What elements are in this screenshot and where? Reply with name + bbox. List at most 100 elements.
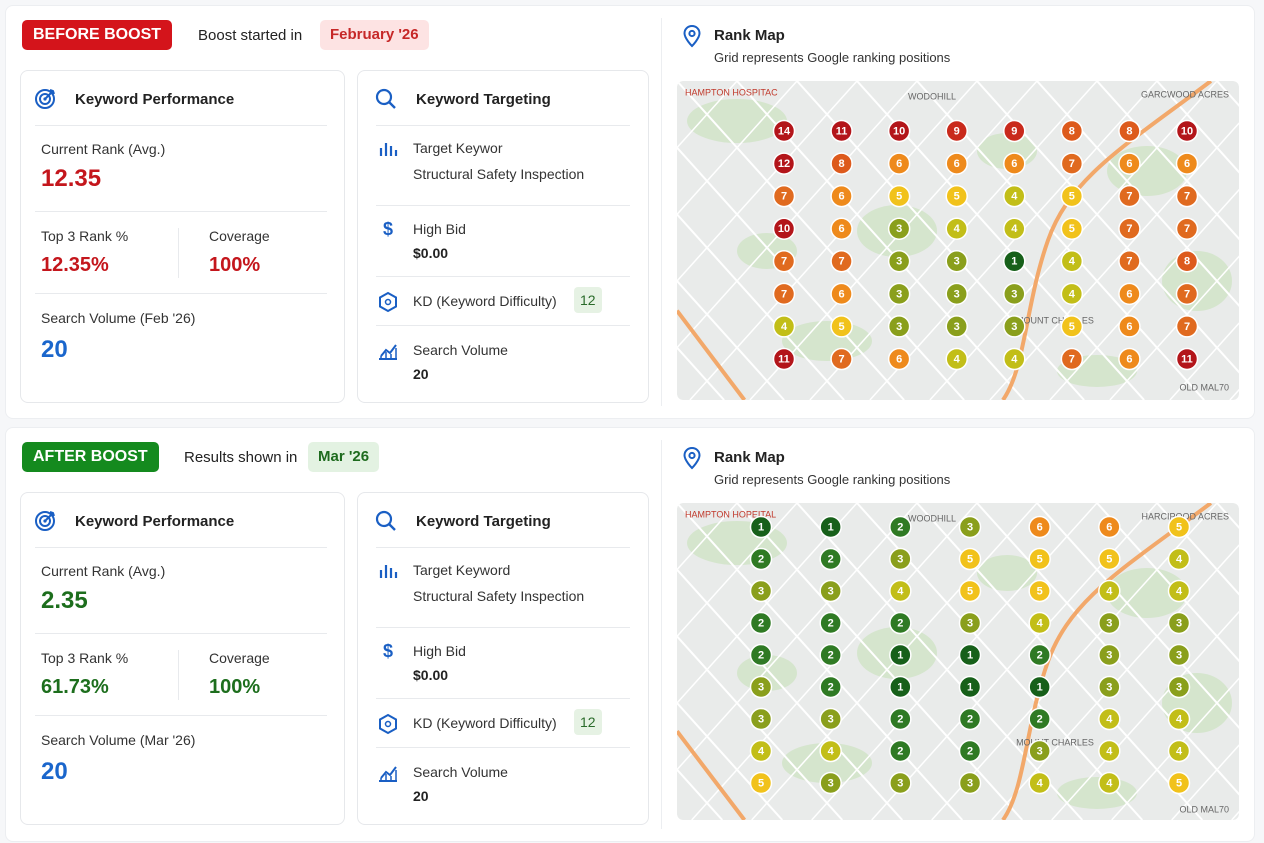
- rank-label: 3: [896, 288, 902, 300]
- rank-dot: [1028, 611, 1051, 635]
- rank-dot: [887, 184, 911, 208]
- rank-dot: [772, 250, 796, 273]
- map-label: WODOHILL: [908, 91, 956, 101]
- period-label: Results shown in: [184, 449, 298, 466]
- high-bid-label: High Bid: [413, 643, 466, 659]
- street: [796, 503, 1084, 820]
- rank-dot: [1098, 739, 1121, 763]
- rank-label: 4: [954, 223, 961, 235]
- rank-dot: [749, 579, 773, 603]
- rank-dot: [1028, 643, 1051, 667]
- rank-label: 7: [1184, 223, 1190, 235]
- rank-dot: [958, 707, 982, 731]
- rank-dot: [958, 579, 982, 603]
- rank-label: 12: [778, 158, 790, 170]
- rank-label: 3: [1106, 681, 1112, 693]
- rank-label: 8: [839, 158, 845, 170]
- keyword-performance-card: Keyword Performance Current Rank (Avg.) 2.…: [20, 492, 345, 825]
- period-chip: Mar '26: [308, 442, 380, 472]
- rank-label: 5: [1037, 553, 1043, 565]
- map-title: Rank Map: [714, 449, 785, 466]
- rank-dot: [958, 515, 982, 539]
- rank-label: 14: [778, 125, 791, 137]
- rank-label: 4: [1011, 191, 1018, 203]
- street: [1049, 188, 1239, 400]
- rank-label: 7: [1126, 223, 1132, 235]
- rank-label: 3: [954, 321, 960, 333]
- street: [677, 279, 785, 400]
- rank-label: 1: [828, 521, 834, 533]
- rank-label: 7: [781, 191, 787, 203]
- rank-label: 2: [967, 745, 973, 757]
- street: [929, 81, 1218, 400]
- rank-label: 4: [1106, 585, 1113, 597]
- period-label: Boost started in: [198, 27, 303, 44]
- street: [677, 503, 964, 820]
- target-keyword-label: Target Keywor: [413, 140, 503, 156]
- rank-dot: [1060, 119, 1084, 143]
- target-icon: [35, 89, 55, 109]
- rank-label: 2: [828, 553, 834, 565]
- rank-dot: [772, 282, 796, 306]
- divider: [376, 698, 630, 699]
- kd-icon: [379, 291, 397, 313]
- rank-dot: [1098, 579, 1121, 603]
- volume-value: 20: [41, 758, 68, 785]
- rank-dot: [889, 675, 912, 699]
- kd-value: 12: [574, 709, 602, 735]
- rank-dot: [1003, 217, 1026, 240]
- rank-label: 2: [1037, 649, 1043, 661]
- rank-label: 6: [1126, 288, 1132, 300]
- svg-text:$: $: [383, 219, 393, 239]
- rank-dot: [1060, 184, 1084, 208]
- rank-dot: [830, 347, 853, 371]
- park: [977, 555, 1037, 591]
- rank-label: 1: [758, 521, 764, 533]
- rank-label: 4: [897, 585, 904, 597]
- rank-dot: [1118, 152, 1141, 175]
- rank-label: 3: [967, 521, 973, 533]
- kd-label: KD (Keyword Difficulty): [413, 293, 557, 309]
- rank-dot: [1028, 515, 1051, 539]
- rank-dot: [887, 347, 911, 371]
- card-title: Keyword Performance: [75, 91, 235, 108]
- top3-value: 61.73%: [41, 676, 109, 698]
- rank-label: 4: [1176, 745, 1183, 757]
- map-label: MOUNT CHARLES: [1016, 315, 1094, 325]
- high-bid-label: High Bid: [413, 221, 466, 237]
- divider: [35, 715, 327, 716]
- section: AFTER BOOST Results shown in Mar '26 Keywor…: [5, 427, 1255, 842]
- street: [1036, 81, 1239, 307]
- rank-label: 3: [758, 585, 764, 597]
- rank-dot: [772, 184, 796, 208]
- rank-label: 4: [1011, 223, 1018, 235]
- rank-label: 2: [758, 617, 764, 629]
- rank-dot: [749, 515, 773, 539]
- rank-label: 3: [954, 256, 960, 268]
- divider: [35, 633, 327, 634]
- rank-label: 3: [897, 553, 903, 565]
- rank-label: 10: [893, 125, 905, 137]
- highway: [677, 309, 747, 400]
- street: [1051, 610, 1239, 820]
- rank-dot: [1175, 217, 1199, 240]
- street: [989, 122, 1239, 400]
- map-background: [677, 81, 1239, 400]
- panel-divider: [661, 18, 662, 406]
- rank-label: 7: [1184, 321, 1190, 333]
- rank-label: 3: [896, 223, 902, 235]
- rank-dot: [1003, 315, 1026, 338]
- street: [749, 81, 1038, 400]
- rank-label: 5: [967, 585, 973, 597]
- rank-label: 7: [839, 353, 845, 365]
- rank-dot: [1098, 611, 1121, 635]
- rank-label: 2: [758, 553, 764, 565]
- rank-dot: [1175, 347, 1199, 371]
- current-rank-value: 2.35: [41, 587, 88, 614]
- coverage-value: 100%: [209, 676, 261, 698]
- rank-dot: [958, 739, 982, 763]
- rank-label: 4: [1069, 256, 1076, 268]
- rank-dot: [1028, 579, 1051, 603]
- rank-label: 1: [1037, 681, 1043, 693]
- street: [976, 503, 1239, 796]
